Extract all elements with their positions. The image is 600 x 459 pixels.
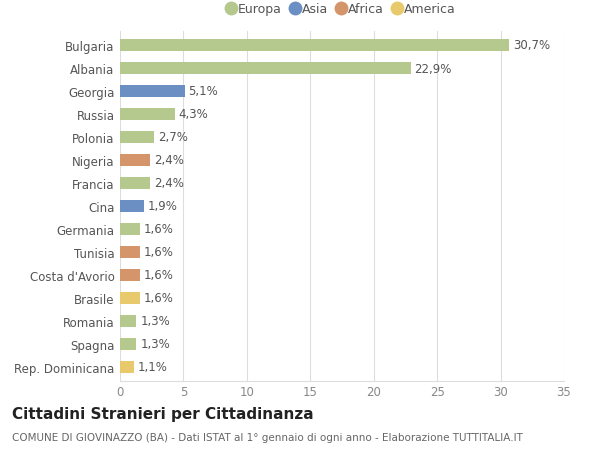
Text: 4,3%: 4,3% bbox=[178, 108, 208, 121]
Bar bbox=[120, 246, 140, 259]
Bar bbox=[120, 315, 136, 328]
Bar bbox=[120, 200, 144, 213]
Bar bbox=[120, 62, 410, 75]
Text: COMUNE DI GIOVINAZZO (BA) - Dati ISTAT al 1° gennaio di ogni anno - Elaborazione: COMUNE DI GIOVINAZZO (BA) - Dati ISTAT a… bbox=[12, 432, 523, 442]
Text: 2,7%: 2,7% bbox=[158, 131, 188, 144]
Text: Cittadini Stranieri per Cittadinanza: Cittadini Stranieri per Cittadinanza bbox=[12, 406, 314, 421]
Bar bbox=[120, 361, 134, 374]
Text: 22,9%: 22,9% bbox=[415, 62, 452, 75]
Text: 1,6%: 1,6% bbox=[144, 269, 174, 282]
Bar bbox=[120, 131, 154, 144]
Text: 1,3%: 1,3% bbox=[140, 315, 170, 328]
Bar bbox=[120, 108, 175, 121]
Text: 1,6%: 1,6% bbox=[144, 292, 174, 305]
Bar bbox=[120, 269, 140, 282]
Bar bbox=[120, 85, 185, 98]
Text: 1,6%: 1,6% bbox=[144, 246, 174, 259]
Bar bbox=[120, 338, 136, 351]
Text: 1,3%: 1,3% bbox=[140, 338, 170, 351]
Bar bbox=[120, 177, 151, 190]
Text: 5,1%: 5,1% bbox=[188, 85, 218, 98]
Bar bbox=[120, 223, 140, 236]
Bar bbox=[120, 154, 151, 167]
Legend: Europa, Asia, Africa, America: Europa, Asia, Africa, America bbox=[226, 1, 458, 19]
Text: 2,4%: 2,4% bbox=[154, 177, 184, 190]
Bar bbox=[120, 292, 140, 305]
Text: 1,9%: 1,9% bbox=[148, 200, 178, 213]
Bar bbox=[120, 39, 509, 52]
Text: 1,1%: 1,1% bbox=[138, 361, 167, 374]
Text: 2,4%: 2,4% bbox=[154, 154, 184, 167]
Text: 30,7%: 30,7% bbox=[513, 39, 550, 52]
Text: 1,6%: 1,6% bbox=[144, 223, 174, 236]
